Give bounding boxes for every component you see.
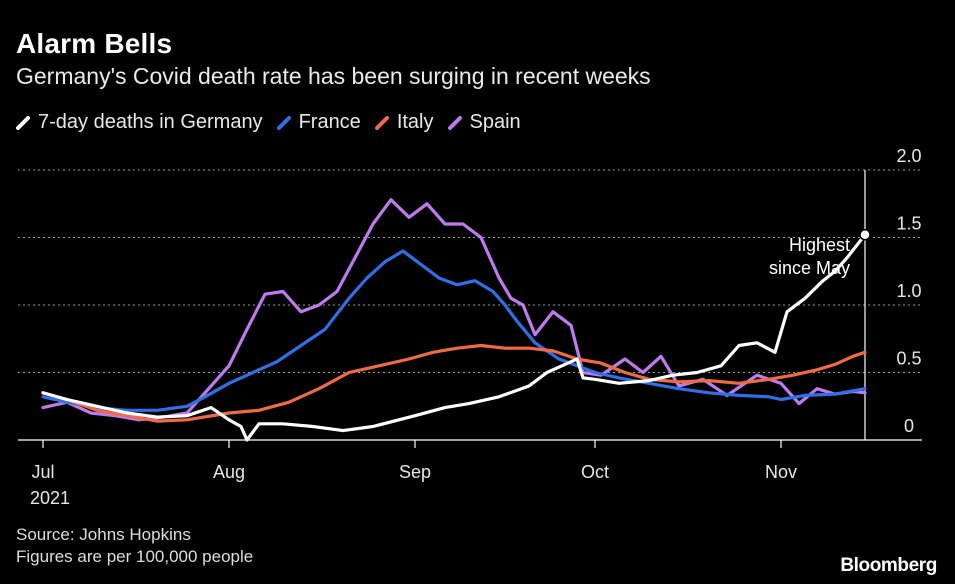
annotation-text-0: Highest — [789, 235, 850, 255]
series-line-7-day-deaths-in-germany — [41, 233, 867, 442]
y-tick-label-1: 0.5 — [896, 349, 921, 369]
chart-subtitle: Germany's Covid death rate has been surg… — [16, 63, 651, 89]
legend-item-italy: Italy — [374, 111, 434, 134]
legend-item-france: France — [276, 111, 361, 134]
series-line-spain — [41, 198, 867, 422]
y-tick-label-0: 0 — [904, 416, 914, 436]
annotation-text-1: since May — [769, 258, 850, 278]
series-line-france — [41, 249, 867, 412]
y-tick-label-2: 1.0 — [896, 281, 921, 301]
x-tick-label-3: Oct — [581, 462, 609, 482]
legend-swatch-germany — [16, 115, 30, 130]
footer: Source: Johns Hopkins Figures are per 10… — [16, 524, 253, 568]
x-tick-label-4: Nov — [765, 462, 797, 482]
legend-label-france: France — [298, 111, 361, 133]
chart-title: Alarm Bells — [16, 28, 173, 59]
legend-label-italy: Italy — [396, 111, 434, 133]
legend-item-spain: Spain — [447, 111, 521, 134]
x-tick-label-1: Aug — [213, 462, 245, 482]
y-tick-label-4: 2.0 — [896, 146, 921, 166]
series-line-italy — [41, 343, 867, 423]
legend-swatch-spain — [447, 115, 462, 130]
legend: 7-day deaths in Germany France Italy Spa… — [16, 111, 521, 134]
y-tick-label-3: 1.5 — [896, 214, 921, 234]
x-tick-label-0: Jul — [31, 462, 54, 482]
legend-label-germany: 7-day deaths in Germany — [38, 111, 263, 133]
legend-label-spain: Spain — [469, 111, 521, 133]
annotation-point — [859, 229, 871, 241]
bloomberg-logo: Bloomberg — [840, 555, 937, 576]
x-tick-label-2: Sep — [399, 462, 431, 482]
legend-item-germany: 7-day deaths in Germany — [16, 111, 263, 134]
legend-swatch-france — [276, 115, 291, 130]
x-tick-sublabel-0: 2021 — [30, 488, 70, 508]
units-note: Figures are per 100,000 people — [16, 547, 254, 566]
source-note: Source: Johns Hopkins — [16, 525, 191, 544]
legend-swatch-italy — [374, 115, 389, 130]
